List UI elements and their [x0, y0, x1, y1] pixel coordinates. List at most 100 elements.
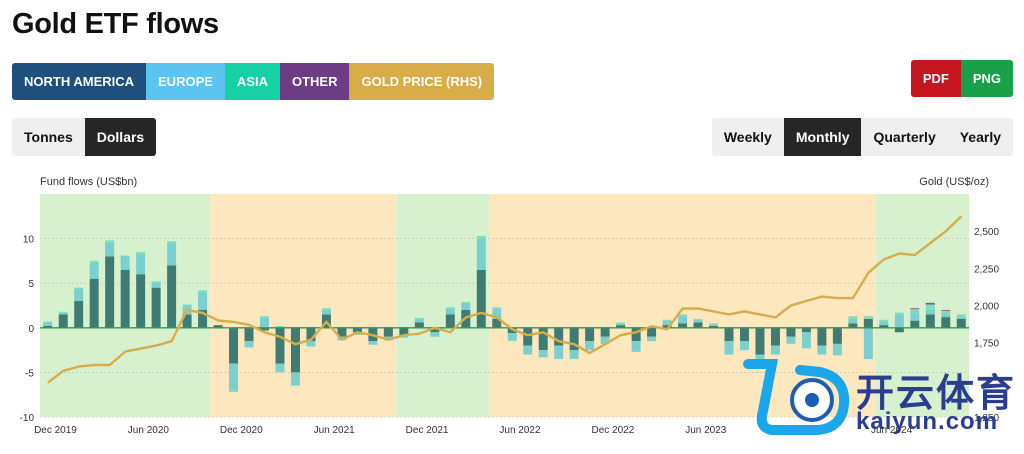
- bar-europe: [198, 292, 208, 310]
- legend-other[interactable]: OTHER: [279, 63, 350, 100]
- bar-north-america: [213, 325, 223, 328]
- bar-europe: [151, 282, 161, 288]
- bar-asia: [74, 287, 84, 290]
- bar-north-america: [198, 309, 208, 328]
- bar-europe: [414, 318, 424, 323]
- bar-north-america: [941, 317, 951, 328]
- period-weekly-button[interactable]: Weekly: [711, 118, 784, 156]
- bar-north-america: [337, 327, 347, 337]
- y2-axis-label: Gold (US$/oz): [919, 176, 989, 188]
- bar-europe: [538, 350, 548, 358]
- legend-north-america[interactable]: NORTH AMERICA: [12, 63, 147, 100]
- bar-asia: [678, 314, 688, 317]
- y-tick-label: 10: [23, 235, 35, 246]
- period-quarterly-button[interactable]: Quarterly: [861, 118, 948, 156]
- bar-europe: [647, 336, 657, 342]
- bar-asia: [492, 307, 502, 309]
- bar-europe: [74, 289, 84, 302]
- page-title: Gold ETF flows: [12, 8, 219, 40]
- bar-europe: [879, 321, 889, 326]
- export-buttons: PDF PNG: [910, 60, 1013, 97]
- bar-north-america: [58, 314, 68, 328]
- bar-europe: [306, 341, 316, 347]
- bar-other: [910, 308, 920, 310]
- bar-asia: [616, 322, 626, 324]
- bar-europe: [569, 350, 579, 360]
- bar-europe: [275, 363, 285, 373]
- y2-tick-label: 2,500: [974, 227, 999, 238]
- bar-north-america: [863, 318, 873, 328]
- bar-north-america: [770, 327, 780, 346]
- x-tick-label: Jun 2023: [685, 425, 727, 436]
- bar-north-america: [290, 327, 300, 373]
- bar-asia: [120, 255, 130, 257]
- bar-north-america: [956, 318, 966, 328]
- bar-europe: [678, 316, 688, 324]
- bar-asia: [879, 319, 889, 322]
- bar-europe: [709, 324, 719, 327]
- bar-north-america: [120, 269, 130, 328]
- bar-north-america: [925, 314, 935, 328]
- legend-asia[interactable]: ASIA: [224, 63, 280, 100]
- bar-europe: [461, 302, 471, 310]
- pdf-export-button[interactable]: PDF: [910, 60, 961, 97]
- bar-asia: [693, 318, 703, 320]
- y2-tick-label: 1,250: [974, 413, 999, 424]
- bar-asia: [414, 317, 424, 319]
- series-legend: NORTH AMERICA EUROPE ASIA OTHER GOLD PRI…: [12, 63, 495, 100]
- bar-asia: [105, 240, 115, 243]
- y-tick-label: -5: [25, 368, 34, 379]
- bar-europe: [244, 341, 254, 348]
- png-export-button[interactable]: PNG: [960, 60, 1013, 97]
- units-tonnes-button[interactable]: Tonnes: [12, 118, 85, 156]
- bar-europe: [368, 341, 378, 345]
- bar-north-america: [709, 326, 719, 328]
- bar-north-america: [523, 327, 533, 346]
- bar-north-america: [89, 278, 99, 328]
- bar-north-america: [229, 327, 239, 364]
- period-monthly-button[interactable]: Monthly: [783, 118, 862, 156]
- y-axis-label: Fund flows (US$bn): [40, 176, 137, 188]
- bar-north-america: [662, 325, 672, 328]
- bar-europe: [724, 341, 734, 355]
- bar-europe: [941, 314, 951, 318]
- bar-north-america: [538, 327, 548, 351]
- bar-asia: [151, 281, 161, 283]
- bar-north-america: [151, 287, 161, 328]
- y-tick-label: -10: [20, 413, 35, 424]
- bar-europe: [105, 242, 115, 257]
- bar-north-america: [383, 327, 393, 337]
- bar-asia: [941, 310, 951, 315]
- bar-north-america: [399, 327, 409, 335]
- bar-north-america: [631, 327, 641, 342]
- bar-europe: [801, 332, 811, 349]
- bar-north-america: [616, 325, 626, 328]
- bar-north-america: [306, 327, 316, 342]
- legend-gold-price[interactable]: GOLD PRICE (RHS): [349, 63, 495, 100]
- x-tick-label: Dec 2023: [777, 425, 820, 436]
- bar-north-america: [724, 327, 734, 342]
- bar-europe: [492, 308, 502, 319]
- bar-europe: [848, 318, 858, 324]
- bar-north-america: [755, 327, 765, 355]
- bar-europe: [693, 319, 703, 323]
- x-tick-label: Dec 2019: [34, 425, 77, 436]
- bar-north-america: [817, 327, 827, 346]
- bar-asia: [136, 251, 146, 254]
- bar-europe: [662, 320, 672, 326]
- bar-asia: [848, 316, 858, 319]
- bar-europe: [445, 309, 455, 315]
- bar-europe: [616, 323, 626, 326]
- bar-asia: [476, 235, 486, 239]
- legend-europe[interactable]: EUROPE: [146, 63, 225, 100]
- bar-north-america: [848, 323, 858, 328]
- bar-north-america: [445, 314, 455, 328]
- bar-north-america: [879, 325, 889, 328]
- bar-north-america: [476, 269, 486, 328]
- bar-asia: [863, 316, 873, 319]
- units-dollars-button[interactable]: Dollars: [84, 118, 157, 156]
- period-yearly-button[interactable]: Yearly: [947, 118, 1013, 156]
- bar-europe: [167, 243, 177, 266]
- bar-europe: [894, 314, 904, 328]
- bar-europe: [832, 343, 842, 356]
